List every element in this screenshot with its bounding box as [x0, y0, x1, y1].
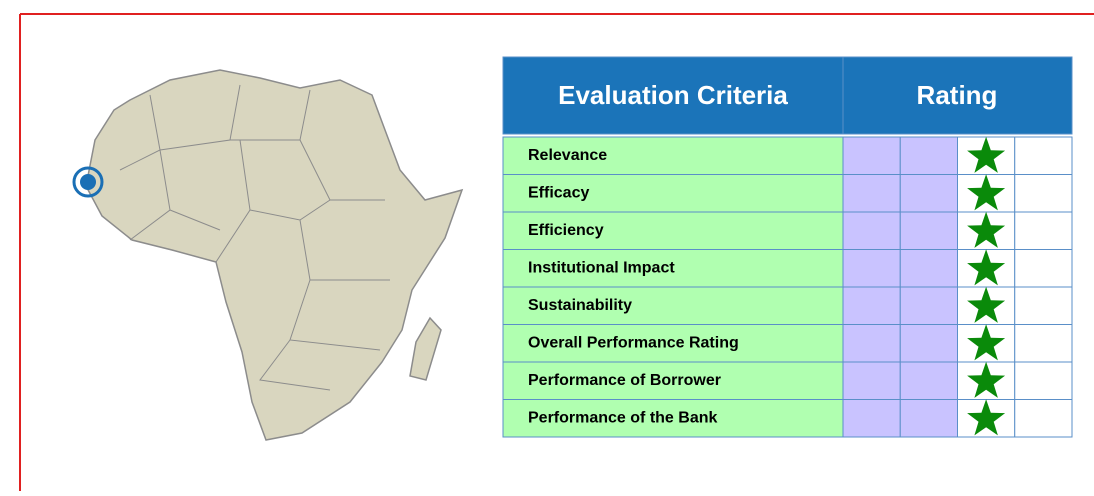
rating-star — [967, 399, 1006, 436]
header-cell — [502, 56, 844, 135]
criterion-text: Performance of Borrower — [528, 372, 721, 389]
rating-cell — [842, 174, 901, 213]
rating-star — [967, 286, 1006, 323]
rating-cell — [899, 211, 958, 250]
rating-cell — [842, 136, 901, 175]
criterion-cell — [502, 324, 844, 363]
criterion-text: Institutional Impact — [528, 259, 675, 276]
rating-cell — [1014, 361, 1073, 400]
rating-cell — [899, 324, 958, 363]
criterion-cell — [502, 286, 844, 325]
rating-cell — [842, 324, 901, 363]
rating-cell — [1014, 211, 1073, 250]
criterion-cell — [502, 136, 844, 175]
rating-cell — [842, 211, 901, 250]
header-cell — [842, 56, 1073, 135]
rating-cell — [899, 361, 958, 400]
rating-cell — [842, 399, 901, 438]
header-text: Evaluation Criteria — [558, 80, 788, 110]
criterion-text: Sustainability — [528, 297, 632, 314]
criterion-text: Efficiency — [528, 222, 604, 239]
rating-cell — [842, 249, 901, 288]
header-text: Rating — [917, 80, 998, 110]
rating-cell — [842, 361, 901, 400]
criterion-text: Relevance — [528, 147, 607, 164]
rating-star — [967, 174, 1006, 211]
rating-cell — [899, 249, 958, 288]
rating-table: Evaluation Criteria Rating — [502, 56, 1073, 135]
rating-star — [967, 136, 1006, 173]
rating-cell — [899, 136, 958, 175]
rating-star — [967, 211, 1006, 248]
rating-cell — [1014, 249, 1073, 288]
criterion-cell — [502, 399, 844, 438]
rating-star — [967, 324, 1006, 361]
criterion-text: Overall Performance Rating — [528, 334, 739, 351]
rating-cell — [1014, 136, 1073, 175]
rating-cell — [842, 286, 901, 325]
criterion-cell — [502, 249, 844, 288]
rating-cell — [1014, 174, 1073, 213]
rating-star — [967, 249, 1006, 286]
rating-cell — [1014, 399, 1073, 438]
rating-cell — [1014, 324, 1073, 363]
rating-cell — [899, 174, 958, 213]
rating-cell — [1014, 286, 1073, 325]
rating-cell — [899, 286, 958, 325]
rating-cell — [899, 399, 958, 438]
africa-map — [72, 69, 464, 441]
rating-star — [967, 361, 1006, 398]
criterion-text: Efficacy — [528, 184, 589, 201]
criterion-text: Performance of the Bank — [528, 409, 717, 426]
